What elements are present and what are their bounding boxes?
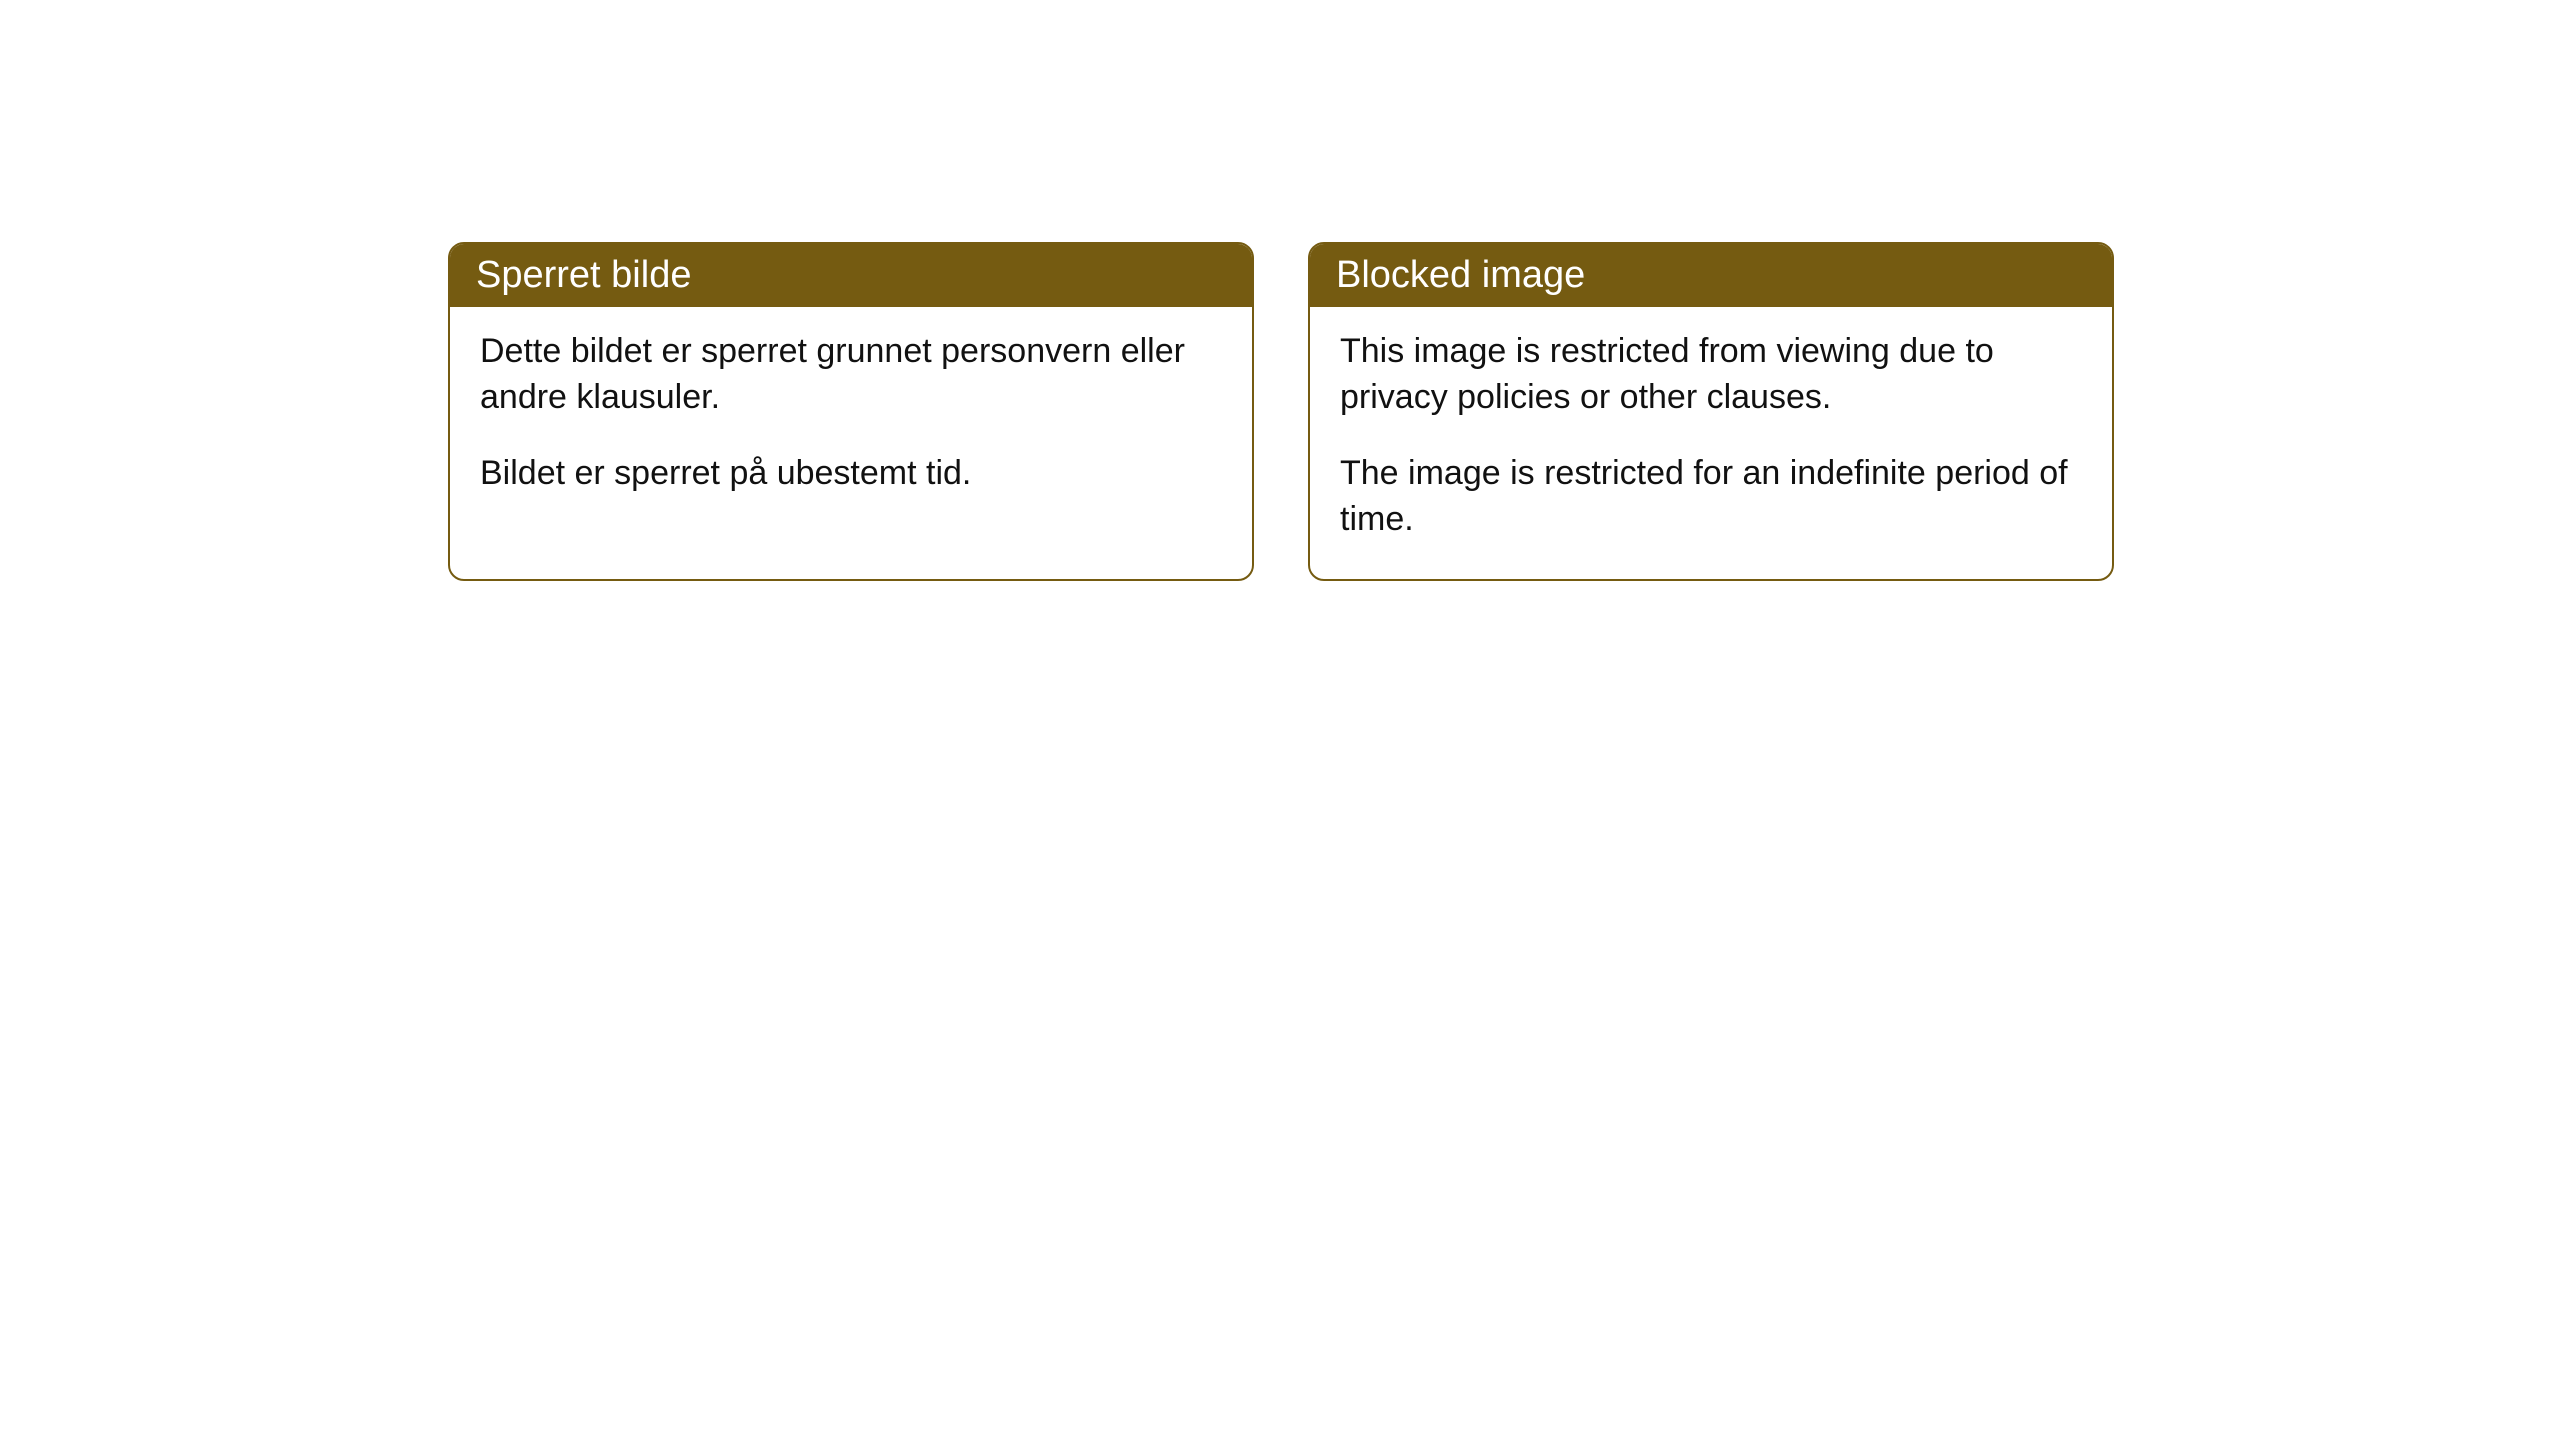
- card-paragraph: This image is restricted from viewing du…: [1340, 329, 2082, 421]
- card-body: Dette bildet er sperret grunnet personve…: [450, 307, 1252, 533]
- notice-card-norwegian: Sperret bilde Dette bildet er sperret gr…: [448, 242, 1254, 581]
- notice-cards-container: Sperret bilde Dette bildet er sperret gr…: [448, 242, 2114, 581]
- card-body: This image is restricted from viewing du…: [1310, 307, 2112, 579]
- card-header: Blocked image: [1310, 244, 2112, 307]
- card-paragraph: Bildet er sperret på ubestemt tid.: [480, 451, 1222, 497]
- card-paragraph: The image is restricted for an indefinit…: [1340, 451, 2082, 543]
- notice-card-english: Blocked image This image is restricted f…: [1308, 242, 2114, 581]
- card-paragraph: Dette bildet er sperret grunnet personve…: [480, 329, 1222, 421]
- card-header: Sperret bilde: [450, 244, 1252, 307]
